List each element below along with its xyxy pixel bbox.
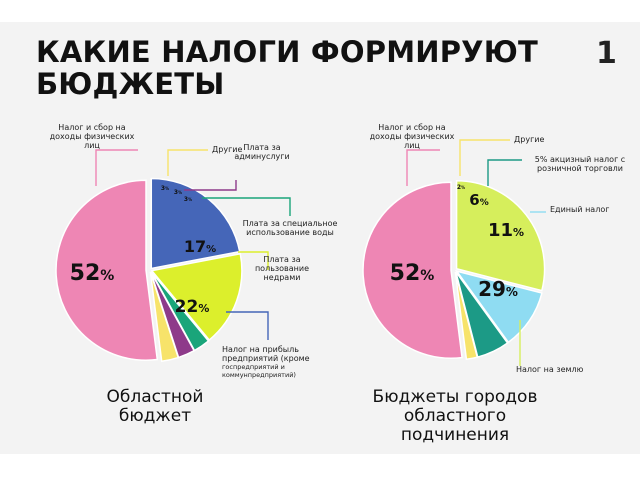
chart1-value-label-3: 17%: [184, 237, 216, 256]
chart1-slice-6: [149, 271, 180, 363]
chart1-leader-5: [184, 180, 237, 191]
chart1-leader-6: [167, 149, 208, 176]
chart2-slice-1: [362, 181, 463, 359]
bottom-strip: [0, 454, 640, 480]
chart1-slice-2: [150, 177, 241, 270]
chart2-leader-4: [487, 159, 522, 186]
chart1-leader-1: [95, 149, 138, 186]
page-number: 1: [596, 36, 617, 71]
chart2-leader-5: [459, 139, 510, 176]
chart1-leader-2: [226, 311, 269, 340]
city-caption-line-1: Бюджеты городов: [372, 387, 538, 407]
chart1-value-label-2: 22%: [175, 297, 210, 317]
chart2-category-label-3: Единый налог: [550, 205, 609, 214]
chart1-category-label-4: Плата за специальное использование воды: [243, 219, 338, 237]
title-line-1: КАКИЕ НАЛОГИ ФОРМИРУЮТ: [36, 35, 538, 69]
chart1-category-label-6: Другие: [212, 145, 242, 154]
chart1-slice-3: [150, 252, 243, 342]
chart2-slice-5: [454, 271, 479, 361]
chart1-slice-1: [55, 179, 159, 361]
chart1-leader-4: [202, 197, 291, 216]
regional-budget-caption: Областной бюджет: [60, 388, 250, 426]
chart2-slice-2: [455, 180, 546, 292]
chart2-leader-1: [406, 149, 440, 186]
chart1-leader-3: [238, 251, 269, 270]
chart1-category-label-5: Плата за админуслуги: [234, 143, 289, 161]
chart1-category-label-1: Налог и сбор на доходы физических лиц: [50, 123, 135, 150]
regional-caption-line-2: бюджет: [118, 406, 192, 426]
chart2-category-label-5: Другие: [514, 135, 544, 144]
city-caption-line-3: подчинения: [400, 425, 510, 445]
chart2-value-label-4: 6%: [469, 191, 488, 209]
chart1-category-label-3: Плата за пользование недрами: [255, 255, 309, 282]
chart2-category-label-2: Налог на землю: [516, 365, 584, 374]
chart2-category-label-1: Налог и сбор на доходы физических лиц: [370, 123, 455, 150]
city-caption-line-2: областного: [403, 406, 507, 426]
chart2-value-label-3: 11%: [488, 220, 524, 241]
chart1-value-label-4: 3%: [184, 196, 192, 203]
chart2-value-label-2: 29%: [478, 277, 518, 301]
chart1-value-label-5: 3%: [174, 189, 182, 196]
chart2-value-label-5: 2%: [457, 184, 465, 191]
chart1-value-label-1: 52%: [70, 261, 115, 286]
regional-caption-line-1: Областной: [106, 387, 204, 407]
chart2-category-label-4: 5% акцизный налог с розничной торговли: [535, 155, 625, 173]
title-line-2: БЮДЖЕТЫ: [36, 67, 225, 101]
city-budgets-caption: Бюджеты городов областного подчинения: [350, 388, 560, 445]
chart1-category-label-2: Налог на прибыль предприятий (кроме госпре…: [222, 345, 310, 379]
chart2-value-label-1: 52%: [390, 261, 435, 286]
chart1-value-label-6: 3%: [161, 185, 169, 192]
page-title: КАКИЕ НАЛОГИ ФОРМИРУЮТ БЮДЖЕТЫ: [36, 36, 556, 100]
